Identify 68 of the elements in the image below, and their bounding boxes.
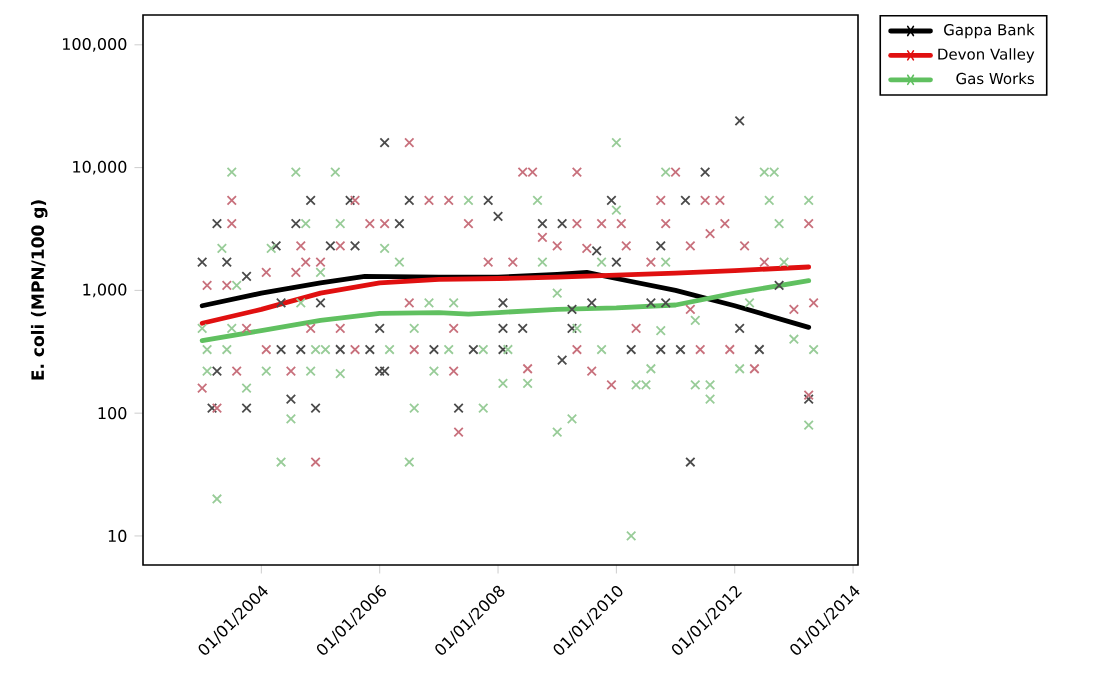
legend-label: Gappa Bank xyxy=(944,23,1035,39)
point xyxy=(699,166,711,178)
point xyxy=(379,137,390,148)
point xyxy=(675,344,686,355)
point xyxy=(344,195,356,206)
y-tick-label: 1,000 xyxy=(83,283,127,298)
y-tick-label: 10,000 xyxy=(73,160,127,175)
point xyxy=(773,280,785,291)
point xyxy=(305,195,316,206)
point xyxy=(335,344,346,355)
point xyxy=(734,323,745,334)
point xyxy=(685,456,696,468)
point xyxy=(556,218,568,229)
point xyxy=(285,394,297,405)
point xyxy=(680,195,691,206)
y-tick-label: 100 xyxy=(98,407,127,420)
legend-label: Devon Valley xyxy=(938,48,1035,63)
point xyxy=(556,355,568,366)
point xyxy=(591,245,602,256)
point xyxy=(221,256,232,268)
point xyxy=(206,402,218,414)
point xyxy=(364,344,375,355)
y-tick-label: 10 xyxy=(108,529,127,542)
point xyxy=(606,195,617,206)
point xyxy=(517,323,528,334)
point xyxy=(660,297,671,309)
point xyxy=(497,344,509,355)
point xyxy=(275,344,287,355)
point xyxy=(468,344,479,355)
point xyxy=(754,344,765,355)
point xyxy=(271,240,282,252)
point xyxy=(428,344,440,355)
point xyxy=(492,211,504,222)
point xyxy=(315,297,326,309)
point xyxy=(295,344,306,355)
point xyxy=(626,344,637,355)
point xyxy=(734,115,745,127)
point xyxy=(655,344,666,355)
legend-label: Gas Works xyxy=(956,72,1035,85)
point xyxy=(241,271,252,282)
point xyxy=(310,402,321,414)
point xyxy=(611,256,622,268)
y-axis-title: E. coli (MPN/100 g) xyxy=(30,200,48,380)
point xyxy=(453,402,464,414)
point xyxy=(211,218,223,229)
point xyxy=(241,402,252,414)
point xyxy=(290,218,302,229)
y-tick-label: 100,000 xyxy=(63,37,127,52)
line-series xyxy=(199,264,812,326)
line-series xyxy=(199,278,812,343)
point xyxy=(645,297,657,309)
point xyxy=(566,323,578,334)
point xyxy=(483,195,494,206)
point xyxy=(394,218,405,229)
point xyxy=(349,240,361,252)
point xyxy=(586,297,597,309)
point xyxy=(537,218,548,229)
point xyxy=(566,304,578,315)
point xyxy=(497,297,509,309)
point xyxy=(374,323,385,334)
point xyxy=(404,195,415,206)
point xyxy=(211,365,223,377)
point xyxy=(325,240,336,252)
point xyxy=(497,323,509,334)
point xyxy=(803,394,814,405)
point xyxy=(275,297,287,309)
point xyxy=(655,240,666,252)
point xyxy=(197,256,208,268)
